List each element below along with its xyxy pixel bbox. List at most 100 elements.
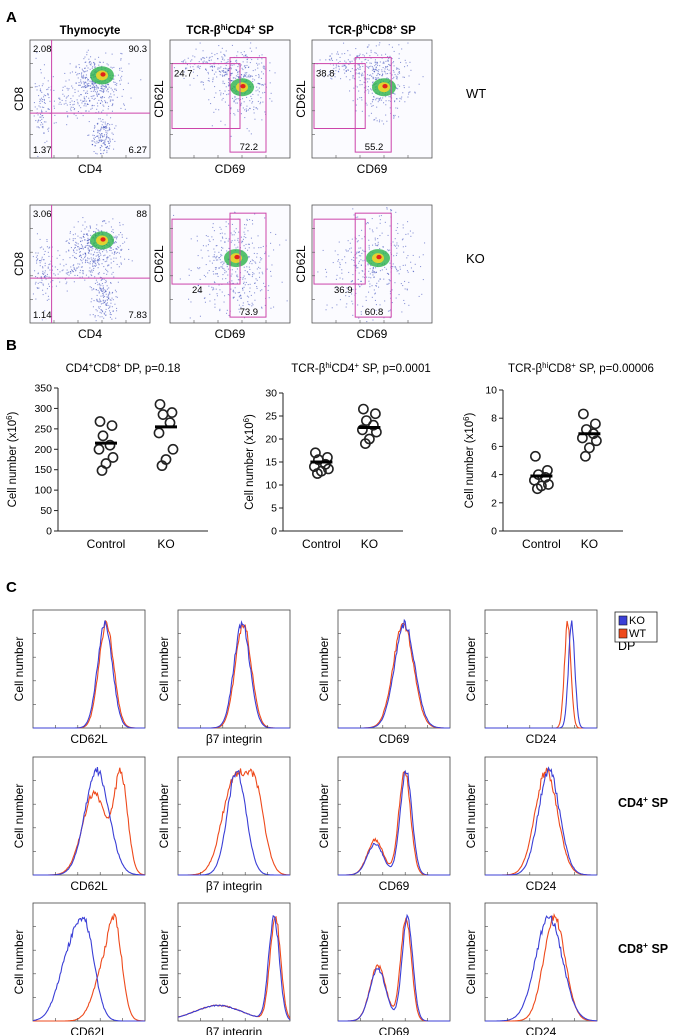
event-dot bbox=[248, 243, 250, 245]
y-axis-label: Cell number bbox=[317, 930, 331, 995]
event-dot bbox=[94, 258, 96, 260]
event-dot bbox=[329, 55, 331, 57]
event-dot bbox=[355, 110, 357, 112]
event-dot bbox=[220, 253, 222, 255]
event-dot bbox=[47, 130, 49, 132]
event-dot bbox=[86, 242, 88, 244]
event-dot bbox=[99, 139, 101, 141]
event-dot bbox=[71, 71, 73, 73]
gate-percentage: 7.83 bbox=[129, 310, 148, 321]
event-dot bbox=[214, 66, 216, 68]
event-dot bbox=[69, 238, 71, 240]
event-dot bbox=[100, 149, 102, 151]
event-dot bbox=[109, 305, 111, 307]
event-dot bbox=[83, 105, 85, 107]
event-dot bbox=[375, 117, 377, 119]
event-dot bbox=[393, 50, 395, 52]
event-dot bbox=[80, 240, 82, 242]
event-dot bbox=[220, 240, 222, 242]
event-dot bbox=[96, 299, 98, 301]
event-dot bbox=[83, 233, 85, 235]
event-dot bbox=[357, 55, 359, 57]
event-dot bbox=[388, 58, 390, 60]
event-dot bbox=[68, 79, 70, 81]
event-dot bbox=[47, 251, 49, 253]
event-dot bbox=[222, 75, 224, 77]
event-dot bbox=[46, 273, 48, 275]
event-dot bbox=[248, 273, 250, 275]
y-axis-label: Cell number bbox=[317, 784, 331, 849]
event-dot bbox=[328, 74, 330, 76]
event-dot bbox=[105, 281, 107, 283]
event-dot bbox=[100, 120, 102, 122]
event-dot bbox=[368, 280, 370, 282]
event-dot bbox=[258, 87, 260, 89]
event-dot bbox=[128, 258, 130, 260]
event-dot bbox=[394, 100, 396, 102]
event-dot bbox=[107, 271, 109, 273]
event-dot bbox=[379, 73, 381, 75]
event-dot bbox=[63, 95, 65, 97]
event-dot bbox=[89, 100, 91, 102]
event-dot bbox=[385, 268, 387, 270]
event-dot bbox=[379, 222, 381, 224]
event-dot bbox=[387, 78, 389, 80]
event-dot bbox=[103, 301, 105, 303]
event-dot bbox=[390, 309, 392, 311]
event-dot bbox=[83, 83, 85, 85]
event-dot bbox=[374, 71, 376, 73]
event-dot bbox=[93, 61, 95, 63]
event-dot bbox=[92, 95, 94, 97]
event-dot bbox=[102, 299, 104, 301]
event-dot bbox=[202, 50, 204, 52]
event-dot bbox=[86, 103, 88, 105]
event-dot bbox=[121, 248, 123, 250]
event-dot bbox=[89, 88, 91, 90]
event-dot bbox=[237, 292, 239, 294]
ko-histogram-line bbox=[485, 915, 597, 1022]
event-dot bbox=[245, 75, 247, 77]
event-dot bbox=[362, 74, 364, 76]
event-dot bbox=[89, 245, 91, 247]
event-dot bbox=[41, 246, 43, 248]
event-dot bbox=[373, 99, 375, 101]
x-axis-label: CD24 bbox=[526, 1025, 557, 1035]
ko-histogram-line bbox=[485, 766, 597, 876]
event-dot bbox=[357, 73, 359, 75]
event-dot bbox=[81, 68, 83, 70]
event-dot bbox=[101, 290, 103, 292]
event-dot bbox=[375, 52, 377, 54]
event-dot bbox=[222, 237, 224, 239]
event-dot bbox=[66, 87, 68, 89]
event-dot bbox=[378, 215, 380, 217]
y-tick-label: 15 bbox=[265, 457, 277, 469]
event-dot bbox=[365, 78, 367, 80]
event-dot bbox=[370, 57, 372, 59]
event-dot bbox=[345, 262, 347, 264]
event-dot bbox=[375, 99, 377, 101]
event-dot bbox=[403, 251, 405, 253]
event-dot bbox=[101, 97, 103, 99]
event-dot bbox=[365, 296, 367, 298]
event-dot bbox=[251, 259, 253, 261]
data-point bbox=[359, 438, 371, 449]
event-dot bbox=[118, 247, 120, 249]
event-dot bbox=[360, 280, 362, 282]
event-dot bbox=[99, 311, 101, 313]
event-dot bbox=[393, 76, 395, 78]
event-dot bbox=[85, 86, 87, 88]
event-dot bbox=[189, 84, 191, 86]
event-dot bbox=[222, 274, 224, 276]
event-dot bbox=[246, 72, 248, 74]
event-dot bbox=[106, 288, 108, 290]
event-dot bbox=[98, 264, 100, 266]
event-dot bbox=[226, 61, 228, 63]
event-dot bbox=[222, 278, 224, 280]
event-dot bbox=[41, 101, 43, 103]
event-dot bbox=[34, 283, 36, 285]
event-dot bbox=[360, 259, 362, 261]
event-dot bbox=[353, 87, 355, 89]
event-dot bbox=[372, 82, 374, 84]
event-dot bbox=[93, 137, 95, 139]
event-dot bbox=[65, 272, 67, 274]
